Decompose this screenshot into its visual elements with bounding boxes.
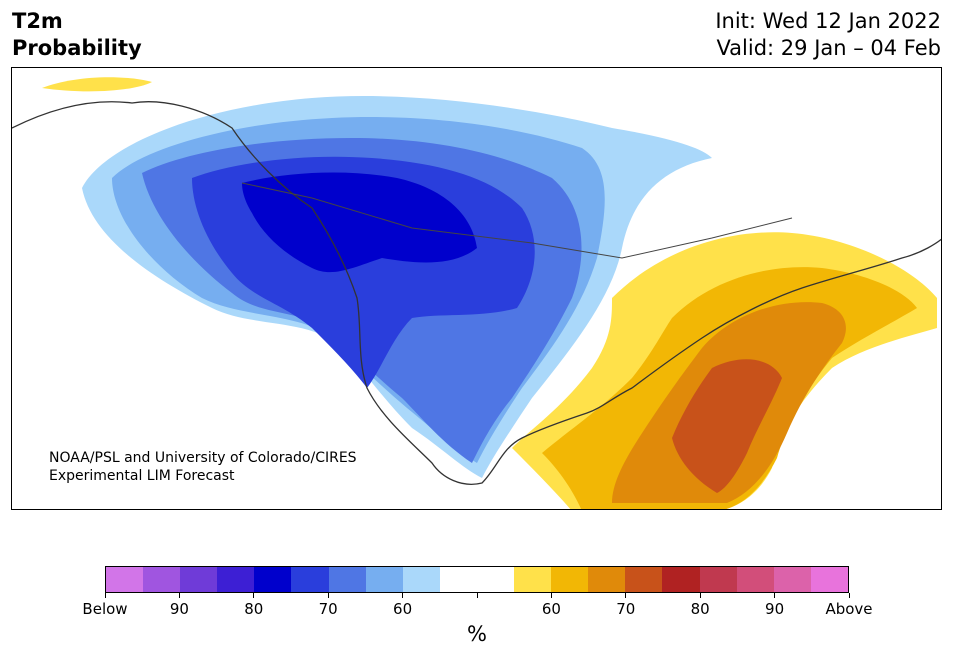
- colorbar-segment: [328, 567, 366, 592]
- init-date: Init: Wed 12 Jan 2022: [715, 9, 941, 33]
- colorbar-segment: [514, 567, 552, 592]
- colorbar-tick-label: 90: [169, 600, 189, 618]
- credit-text: NOAA/PSL and University of Colorado/CIRE…: [49, 449, 357, 485]
- colorbar-tick-label: 60: [393, 600, 413, 618]
- colorbar-segment: [736, 567, 774, 592]
- coastline: [12, 101, 941, 485]
- colorbar-segment: [773, 567, 811, 592]
- colorbar-tick: [327, 593, 329, 598]
- colorbar-tick-label: Below: [82, 600, 128, 618]
- colorbar-segment: [217, 567, 255, 592]
- colorbar-segment: [699, 567, 737, 592]
- credit-line-2: Experimental LIM Forecast: [49, 468, 235, 484]
- colorbar-unit: %: [467, 622, 487, 646]
- colorbar-segment: [625, 567, 663, 592]
- colorbar-segment: [439, 567, 477, 592]
- colorbar-segment: [143, 567, 181, 592]
- colorbar-segment: [254, 567, 292, 592]
- colorbar-segment: [588, 567, 626, 592]
- below-80-region: [242, 172, 477, 273]
- colorbar-tick-label: Above: [825, 600, 873, 618]
- colorbar-tick-label: 70: [616, 600, 636, 618]
- colorbar-tick-label: 80: [244, 600, 264, 618]
- title-line-2: Probability: [12, 36, 142, 60]
- colorbar-tick: [625, 593, 627, 598]
- colorbar-tick: [774, 593, 776, 598]
- colorbar-segment: [810, 567, 848, 592]
- colorbar-segment: [180, 567, 218, 592]
- colorbar-segment: [662, 567, 700, 592]
- colorbar-segment: [402, 567, 440, 592]
- map-svg: [12, 77, 941, 509]
- colorbar-tick: [550, 593, 552, 598]
- valid-date: Valid: 29 Jan – 04 Feb: [716, 36, 941, 60]
- credit-line-1: NOAA/PSL and University of Colorado/CIRE…: [49, 450, 357, 466]
- colorbar-segment: [291, 567, 329, 592]
- colorbar-tick: [178, 593, 180, 598]
- colorbar-tick-label: 90: [765, 600, 785, 618]
- colorbar-tick: [253, 593, 255, 598]
- colorbar-tick: [476, 593, 478, 598]
- forecast-map: [11, 67, 942, 510]
- above-60-top-strip: [42, 77, 152, 92]
- colorbar-tick: [848, 593, 850, 598]
- map-title: T2m Probability: [12, 8, 142, 62]
- colorbar-tick: [104, 593, 106, 598]
- colorbar-segment: [106, 567, 144, 592]
- colorbar-segment: [476, 567, 515, 592]
- colorbar-tick: [699, 593, 701, 598]
- date-info: Init: Wed 12 Jan 2022 Valid: 29 Jan – 04…: [715, 8, 941, 62]
- colorbar-tick-label: 80: [690, 600, 710, 618]
- colorbar-tick-label: 60: [541, 600, 561, 618]
- colorbar-tick-label: 70: [318, 600, 338, 618]
- colorbar: [105, 566, 849, 593]
- colorbar-segment: [365, 567, 403, 592]
- colorbar-segment: [551, 567, 589, 592]
- colorbar-tick: [402, 593, 404, 598]
- above-75-region: [672, 359, 782, 493]
- title-line-1: T2m: [12, 9, 63, 33]
- country-border: [241, 182, 793, 259]
